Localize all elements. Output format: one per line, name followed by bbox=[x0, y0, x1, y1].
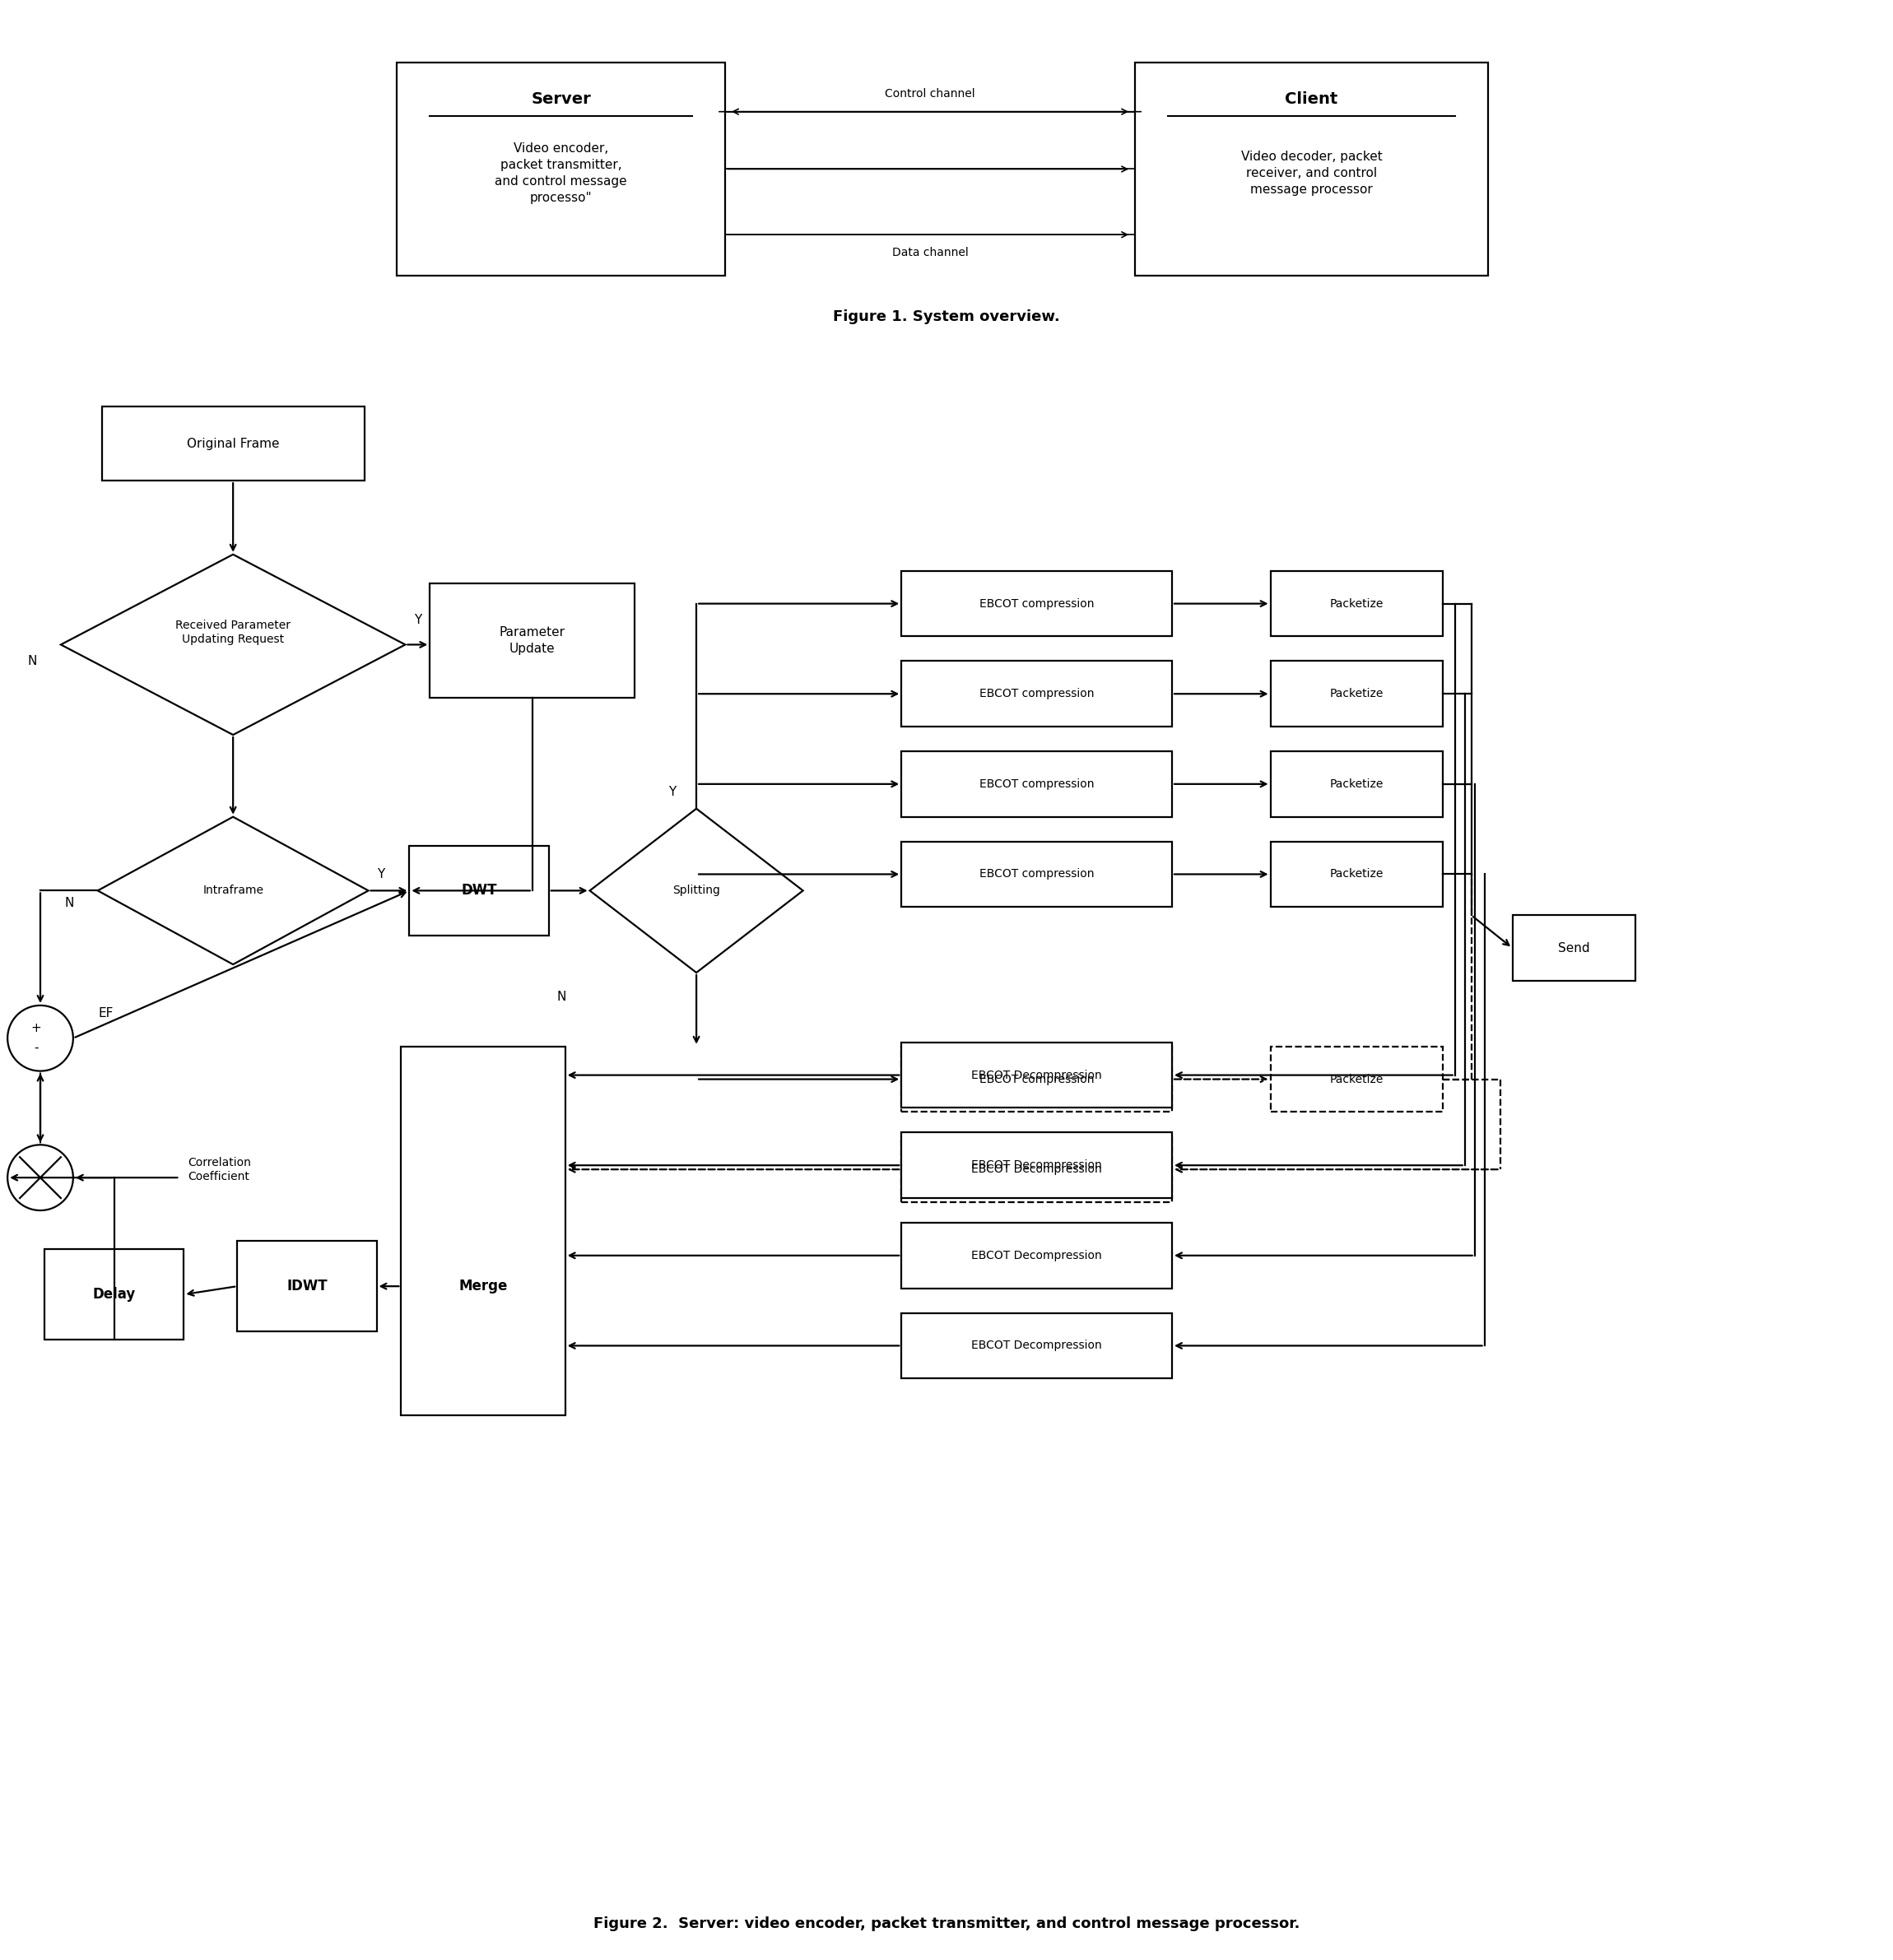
Text: Figure 1. System overview.: Figure 1. System overview. bbox=[833, 310, 1060, 323]
Text: EBCOT compression: EBCOT compression bbox=[979, 598, 1094, 610]
FancyBboxPatch shape bbox=[44, 1249, 184, 1339]
FancyBboxPatch shape bbox=[237, 1241, 377, 1331]
Text: Original Frame: Original Frame bbox=[187, 437, 280, 451]
FancyBboxPatch shape bbox=[901, 1223, 1172, 1288]
Polygon shape bbox=[98, 817, 369, 964]
Text: IDWT: IDWT bbox=[286, 1278, 327, 1294]
FancyBboxPatch shape bbox=[430, 584, 634, 698]
FancyBboxPatch shape bbox=[901, 1133, 1172, 1198]
Text: DWT: DWT bbox=[462, 884, 498, 898]
Text: N: N bbox=[64, 898, 74, 909]
FancyBboxPatch shape bbox=[1513, 915, 1636, 980]
FancyBboxPatch shape bbox=[901, 841, 1172, 907]
Text: Packetize: Packetize bbox=[1329, 688, 1384, 700]
Text: Packetize: Packetize bbox=[1329, 778, 1384, 790]
Text: Server: Server bbox=[532, 92, 591, 108]
Text: Video decoder, packet
receiver, and control
message processor: Video decoder, packet receiver, and cont… bbox=[1240, 151, 1382, 196]
Text: Splitting: Splitting bbox=[672, 884, 719, 896]
FancyBboxPatch shape bbox=[102, 408, 363, 480]
FancyBboxPatch shape bbox=[401, 1047, 566, 1415]
FancyBboxPatch shape bbox=[901, 1313, 1172, 1378]
Text: EBCOT compression: EBCOT compression bbox=[979, 688, 1094, 700]
Circle shape bbox=[8, 1145, 74, 1211]
Polygon shape bbox=[61, 555, 405, 735]
Text: EBCOT Decompression: EBCOT Decompression bbox=[971, 1250, 1102, 1262]
Text: N: N bbox=[28, 655, 36, 666]
FancyBboxPatch shape bbox=[1270, 841, 1442, 907]
Text: Video encoder,
packet transmitter,
and control message
processo": Video encoder, packet transmitter, and c… bbox=[494, 143, 627, 204]
FancyBboxPatch shape bbox=[901, 1047, 1172, 1111]
Text: +: + bbox=[30, 1023, 42, 1035]
Text: Intraframe: Intraframe bbox=[203, 884, 263, 896]
Text: Y: Y bbox=[668, 786, 676, 798]
FancyBboxPatch shape bbox=[901, 661, 1172, 727]
Text: Packetize: Packetize bbox=[1329, 868, 1384, 880]
Text: Y: Y bbox=[377, 868, 384, 880]
Text: Send: Send bbox=[1558, 943, 1590, 955]
Polygon shape bbox=[591, 809, 803, 972]
Text: EBCOT compression: EBCOT compression bbox=[979, 1074, 1094, 1086]
Text: Parameter
Update: Parameter Update bbox=[500, 625, 566, 655]
FancyBboxPatch shape bbox=[398, 63, 725, 276]
Text: Client: Client bbox=[1285, 92, 1338, 108]
FancyBboxPatch shape bbox=[901, 1137, 1172, 1201]
Circle shape bbox=[8, 1005, 74, 1070]
Text: Merge: Merge bbox=[458, 1278, 507, 1294]
FancyBboxPatch shape bbox=[1270, 1047, 1442, 1111]
Text: EBCOT compression: EBCOT compression bbox=[979, 868, 1094, 880]
Text: Delay: Delay bbox=[93, 1288, 136, 1301]
FancyBboxPatch shape bbox=[901, 570, 1172, 637]
Text: Control channel: Control channel bbox=[886, 88, 975, 100]
Text: Received Parameter
Updating Request: Received Parameter Updating Request bbox=[176, 619, 292, 645]
Text: Packetize: Packetize bbox=[1329, 1074, 1384, 1086]
Text: Correlation
Coefficient: Correlation Coefficient bbox=[187, 1156, 252, 1182]
FancyBboxPatch shape bbox=[901, 1043, 1172, 1107]
Text: N: N bbox=[557, 992, 566, 1004]
FancyBboxPatch shape bbox=[1270, 751, 1442, 817]
Text: EBCOT compression: EBCOT compression bbox=[979, 778, 1094, 790]
FancyBboxPatch shape bbox=[1270, 661, 1442, 727]
Text: -: - bbox=[34, 1043, 38, 1054]
Text: EBCOT Decompression: EBCOT Decompression bbox=[971, 1070, 1102, 1080]
Text: Data channel: Data channel bbox=[892, 247, 967, 259]
Text: Packetize: Packetize bbox=[1329, 598, 1384, 610]
FancyBboxPatch shape bbox=[901, 751, 1172, 817]
FancyBboxPatch shape bbox=[1136, 63, 1488, 276]
Text: EBCOT Decompression: EBCOT Decompression bbox=[971, 1164, 1102, 1176]
FancyBboxPatch shape bbox=[409, 845, 549, 935]
Text: EBCOT Decompression: EBCOT Decompression bbox=[971, 1160, 1102, 1170]
Text: EF: EF bbox=[98, 1007, 114, 1019]
FancyBboxPatch shape bbox=[1270, 570, 1442, 637]
Text: Figure 2.  Server: video encoder, packet transmitter, and control message proces: Figure 2. Server: video encoder, packet … bbox=[593, 1917, 1300, 1931]
Text: Y: Y bbox=[415, 613, 422, 625]
Text: EBCOT Decompression: EBCOT Decompression bbox=[971, 1341, 1102, 1352]
